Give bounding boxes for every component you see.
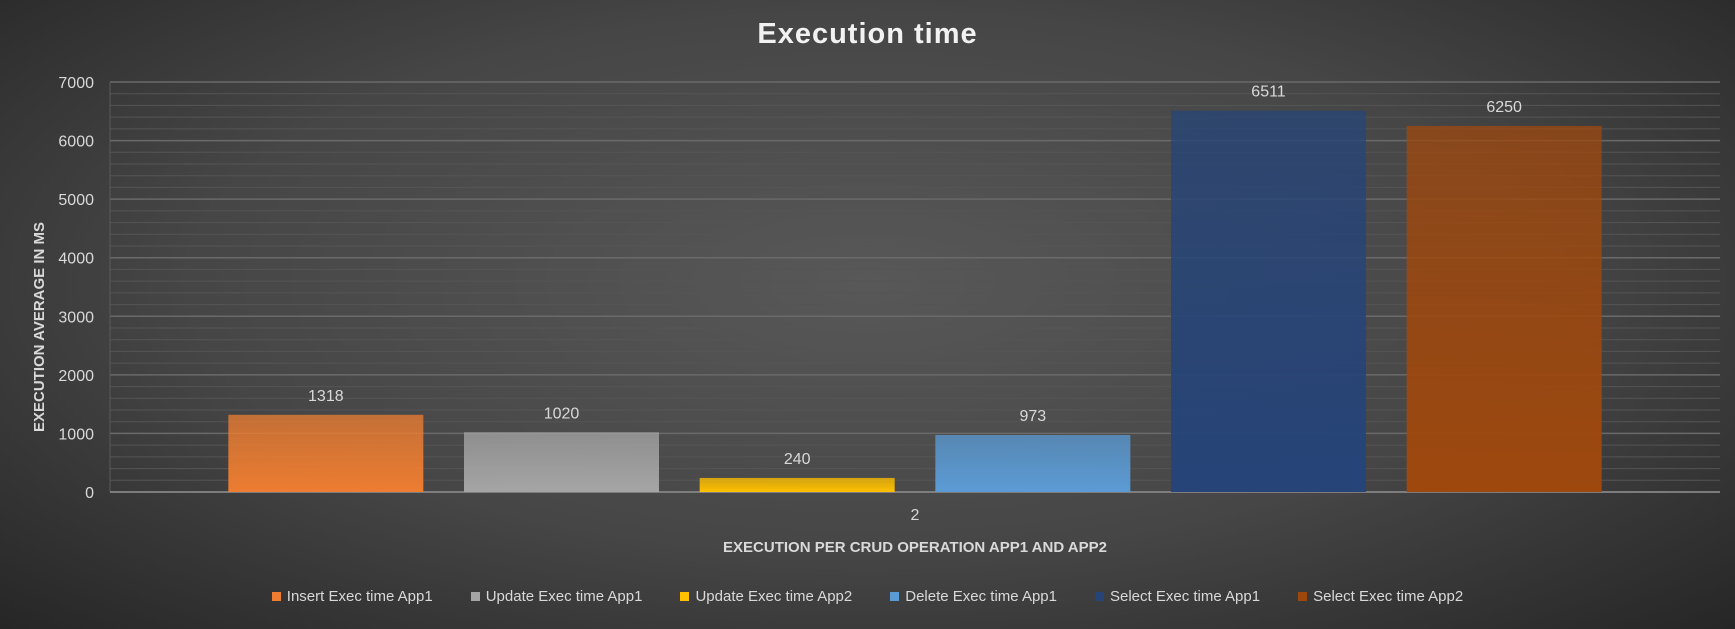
legend-label: Update Exec time App1 [485,588,643,605]
y-tick-label: 4000 [58,251,94,268]
legend-label: Insert Exec time App1 [286,588,433,605]
legend-swatch [1298,592,1308,601]
y-tick-label: 2000 [58,368,94,385]
data-label: 6250 [1486,99,1522,116]
legend-swatch [1095,592,1104,601]
legend-item: Update Exec time App1 [470,588,643,605]
legend-item: Update Exec time App2 [680,588,852,605]
legend-swatch [470,592,480,601]
bar-delete-exec-time-app1 [935,435,1131,492]
legend-swatch [680,592,690,601]
legend: Insert Exec time App1 Update Exec time Ap… [0,588,1735,605]
legend-item: Insert Exec time App1 [271,588,433,605]
legend-item: Delete Exec time App1 [890,588,1057,605]
bar-update-exec-time-app1 [464,432,659,492]
data-label: 6511 [1251,84,1286,101]
y-tick-label: 5000 [58,192,94,209]
bar-update-exec-time-app2 [699,477,895,492]
legend-swatch [271,592,281,601]
x-tick-label: 2 [911,507,920,524]
y-tick-label: 0 [85,485,94,502]
x-axis-title: EXECUTION PER CRUD OPERATION APP1 AND AP… [723,539,1107,556]
legend-label: Delete Exec time App1 [905,588,1057,605]
data-label: 1318 [308,388,344,405]
legend-label: Update Exec time App2 [695,588,853,605]
data-label: 1020 [544,405,580,422]
bar-insert-exec-time-app1 [228,414,424,492]
legend-item: Select Exec time App2 [1298,588,1463,605]
y-tick-label: 6000 [58,134,94,151]
y-axis-title: EXECUTION AVERAGE IN MS [31,222,48,432]
y-tick-label: 3000 [58,309,94,326]
bar-select-exec-time-app2 [1406,125,1602,492]
legend-label: Select Exec time App2 [1313,588,1464,605]
y-tick-label: 7000 [58,75,94,92]
y-tick-label: 1000 [58,426,94,443]
legend-label: Select Exec time App1 [1110,588,1261,605]
chart-title: Execution time [757,18,978,50]
legend-item: Select Exec time App1 [1095,588,1260,605]
data-label: 973 [1019,408,1046,425]
legend-swatch [890,592,900,601]
bar-select-exec-time-app1 [1171,110,1366,493]
data-label: 240 [784,451,811,468]
